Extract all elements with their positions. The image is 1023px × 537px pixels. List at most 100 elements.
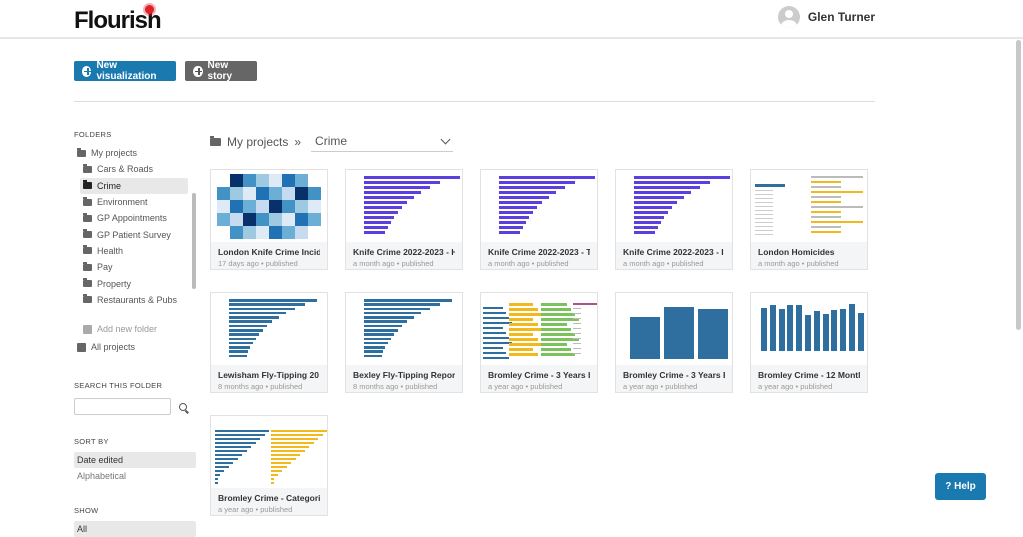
project-card[interactable]: Bromley Crime - 3 Years B a year ago • pu…	[615, 292, 733, 393]
all-projects-link[interactable]: All projects	[74, 337, 196, 357]
help-button[interactable]: ? Help	[935, 473, 986, 500]
thumb-mark	[755, 210, 773, 211]
project-thumbnail[interactable]	[751, 170, 867, 242]
thumb-mark	[849, 304, 855, 351]
project-card[interactable]: Bromley Crime - Categori a year ago • pub…	[210, 415, 328, 516]
thumb-mark	[755, 190, 773, 191]
thumb-mark	[271, 454, 300, 456]
thumb-mark	[229, 329, 263, 332]
thumb-mark	[483, 352, 506, 354]
thumb-mark	[664, 306, 694, 359]
thumb-mark	[634, 206, 673, 209]
project-title[interactable]: London Homicides	[758, 247, 835, 257]
project-thumbnail[interactable]	[346, 170, 462, 242]
folder-select[interactable]: Crime	[311, 131, 454, 152]
thumb-mark	[541, 333, 575, 336]
thumb-mark	[634, 176, 730, 179]
thumb-mark	[271, 478, 274, 480]
project-meta: a month ago • published	[353, 259, 434, 268]
project-thumbnail[interactable]	[211, 416, 327, 488]
project-thumbnail[interactable]	[346, 293, 462, 365]
new-story-button[interactable]: New story	[185, 60, 257, 82]
sidebar-folder[interactable]: Restaurants & Pubs	[80, 292, 188, 308]
user-menu[interactable]: Glen Turner	[777, 6, 875, 28]
sort-date-edited[interactable]: Date edited	[74, 452, 196, 469]
folder-list-scrollbar[interactable]	[192, 193, 196, 290]
project-title[interactable]: London Knife Crime Incid	[218, 247, 320, 257]
thumb-mark	[811, 221, 863, 223]
project-card[interactable]: Knife Crime 2022-2023 - I a month ago • p…	[615, 169, 733, 270]
search-folder-input[interactable]	[74, 398, 171, 416]
thumb-mark	[215, 462, 233, 464]
thumb-mark	[573, 313, 581, 314]
project-card[interactable]: Knife Crime 2022-2023 - H a month ago • p…	[345, 169, 463, 270]
sidebar-folder[interactable]: Pay	[80, 259, 188, 275]
sidebar-folder[interactable]: Crime	[80, 177, 188, 194]
button-label: New story	[207, 60, 232, 82]
project-meta: a year ago • published	[488, 382, 563, 391]
project-meta: a month ago • published	[623, 259, 704, 268]
sidebar-folder[interactable]: Property	[80, 275, 188, 291]
show-all[interactable]: All	[74, 521, 196, 537]
thumb-mark	[509, 353, 538, 356]
project-title[interactable]: Bexley Fly-Tipping Repor	[353, 370, 455, 380]
thumb-mark	[364, 337, 391, 341]
project-card[interactable]: Lewisham Fly-Tipping 20 8 months ago • pu…	[210, 292, 328, 393]
project-title[interactable]: Bromley Crime - 3 Years b	[488, 370, 590, 380]
new-visualization-button[interactable]: New visualization	[74, 60, 176, 82]
project-thumbnail[interactable]	[481, 170, 597, 242]
breadcrumb-root[interactable]: My projects	[227, 134, 289, 149]
thumb-mark	[509, 308, 538, 311]
thumb-mark	[541, 343, 567, 346]
project-thumbnail[interactable]	[616, 170, 732, 242]
thumb-mark	[229, 346, 251, 349]
thumb-mark	[634, 221, 661, 224]
thumb-mark	[483, 312, 506, 314]
project-card[interactable]: Bexley Fly-Tipping Repor 8 months ago • p…	[345, 292, 463, 393]
thumb-mark	[230, 226, 243, 239]
thumb-mark	[483, 307, 503, 309]
thumb-mark	[573, 338, 581, 339]
thumb-mark	[483, 317, 509, 319]
sidebar-folder[interactable]: Environment	[80, 194, 188, 210]
folder-my-projects[interactable]: My projects	[74, 145, 196, 161]
project-title[interactable]: Knife Crime 2022-2023 - I	[623, 247, 724, 257]
project-card[interactable]: London Homicides a month ago • published	[750, 169, 868, 270]
search-icon[interactable]	[179, 402, 187, 411]
project-title[interactable]: Bromley Crime - 12 Montl	[758, 370, 860, 380]
thumb-mark	[509, 318, 533, 321]
project-card[interactable]: London Knife Crime Incid 17 days ago • pu…	[210, 169, 328, 270]
sidebar-folder[interactable]: Cars & Roads	[80, 161, 188, 177]
project-card[interactable]: Bromley Crime - 12 Montl a year ago • pub…	[750, 292, 868, 393]
project-title[interactable]: Knife Crime 2022-2023 - H	[353, 247, 455, 257]
thumb-mark	[499, 216, 529, 219]
project-thumbnail[interactable]	[616, 293, 732, 365]
project-card[interactable]: Bromley Crime - 3 Years b a year ago • pu…	[480, 292, 598, 393]
thumb-mark	[364, 341, 388, 345]
project-title[interactable]: Knife Crime 2022-2023 - T	[488, 247, 590, 257]
thumb-mark	[541, 328, 571, 331]
page-scrollbar[interactable]	[1016, 40, 1021, 330]
project-card[interactable]: Knife Crime 2022-2023 - T a month ago • p…	[480, 169, 598, 270]
project-thumbnail[interactable]	[211, 170, 327, 242]
project-thumbnail[interactable]	[211, 293, 327, 365]
sidebar-folder[interactable]: GP Patient Survey	[80, 226, 188, 242]
project-title[interactable]: Lewisham Fly-Tipping 20	[218, 370, 319, 380]
folder-icon	[77, 147, 86, 157]
project-thumbnail[interactable]	[481, 293, 597, 365]
thumb-mark	[840, 308, 847, 351]
project-meta: a year ago • published	[623, 382, 698, 391]
project-title[interactable]: Bromley Crime - Categori	[218, 493, 320, 503]
sidebar-folder[interactable]: GP Appointments	[80, 210, 188, 226]
project-grid: London Knife Crime Incid 17 days ago • pu…	[210, 169, 868, 516]
project-title[interactable]: Bromley Crime - 3 Years B	[623, 370, 725, 380]
sort-alphabetical[interactable]: Alphabetical	[77, 471, 127, 482]
thumb-mark	[541, 323, 567, 326]
project-thumbnail[interactable]	[751, 293, 867, 365]
thumb-mark	[573, 343, 581, 344]
thumb-mark	[573, 348, 581, 349]
thumb-mark	[634, 226, 658, 229]
add-new-folder-button[interactable]: Add new folder	[83, 321, 196, 337]
folder-label: Restaurants & Pubs	[97, 294, 178, 305]
sidebar-folder[interactable]: Health	[80, 243, 188, 259]
